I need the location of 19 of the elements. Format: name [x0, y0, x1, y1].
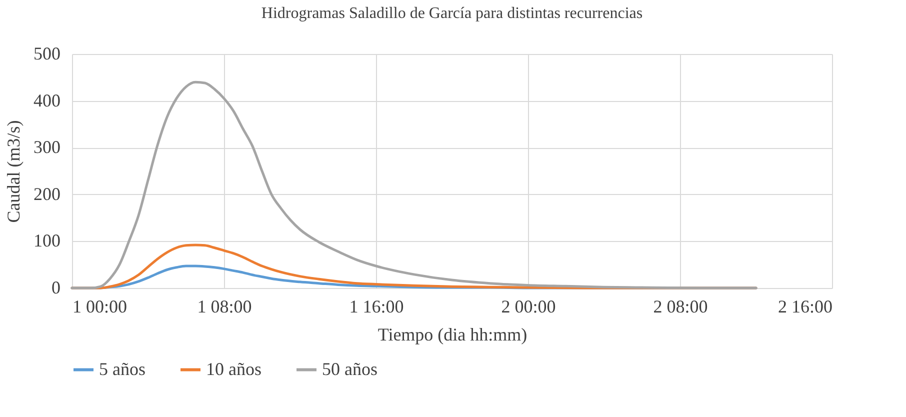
x-axis-title: Tiempo (dia hh:mm) — [378, 324, 528, 344]
x-tick-label: 1 16:00 — [349, 296, 404, 316]
x-tick-label: 2 00:00 — [501, 296, 556, 316]
x-tick-label: 2 16:00 — [778, 296, 832, 316]
chart-title: Hidrogramas Saladillo de García para distintas recurrencias — [261, 5, 643, 22]
legend-label: 10 años — [206, 358, 262, 379]
y-tick-label: 500 — [34, 44, 60, 64]
legend-label: 50 años — [322, 358, 378, 379]
y-tick-label: 300 — [34, 137, 60, 158]
y-tick-label: 100 — [34, 230, 60, 251]
x-tick-label: 2 08:00 — [653, 296, 708, 316]
x-tick-label: 1 08:00 — [197, 296, 252, 316]
y-tick-label: 400 — [34, 90, 60, 110]
line-series — [70, 80, 758, 290]
y-axis-title: Caudal (m3/s) — [4, 120, 24, 223]
x-tick-label: 1 00:00 — [72, 296, 128, 316]
y-tick-label: 200 — [34, 184, 60, 204]
y-tick-label: 0 — [52, 278, 60, 298]
legend-label: 5 años — [99, 358, 146, 379]
